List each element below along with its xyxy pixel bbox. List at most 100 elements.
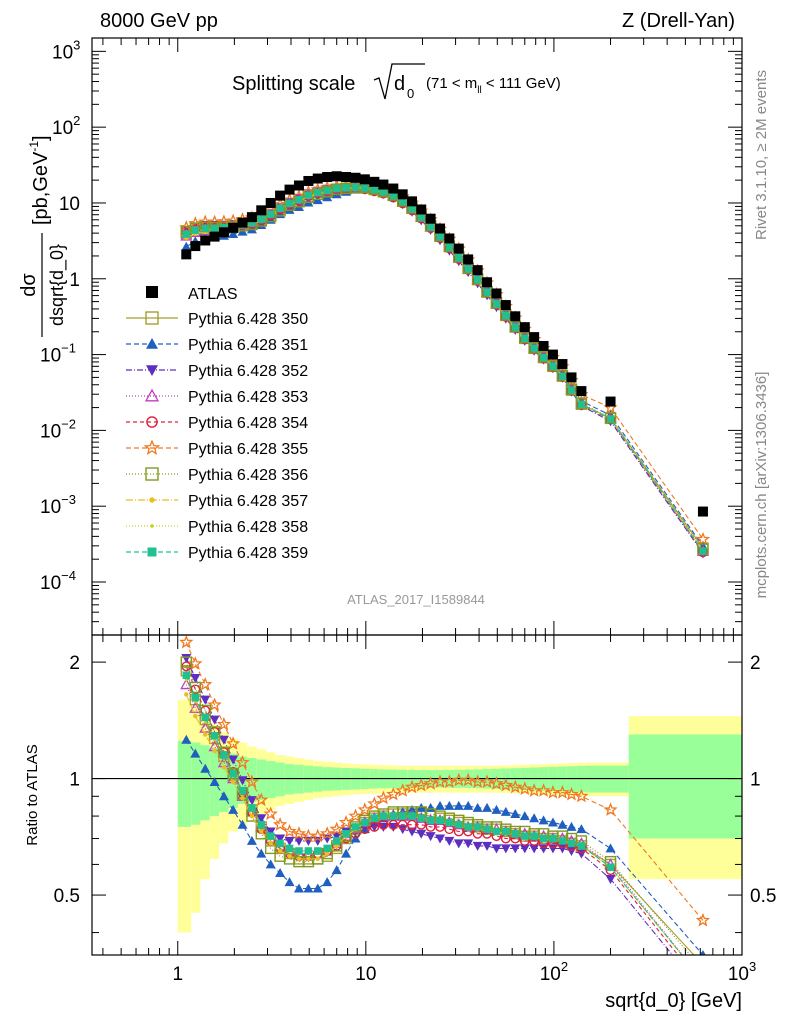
- legend-marker: [150, 524, 154, 528]
- ratio-series-point: [574, 788, 589, 803]
- ratio-series-point: [237, 819, 248, 829]
- ylabel-denominator: dsqrt{d_0}: [47, 244, 68, 326]
- ratio-series-point: [701, 979, 706, 984]
- main-y-tick-base: 10: [40, 497, 61, 518]
- atlas-data-point: [350, 172, 361, 183]
- main-series-point: [182, 230, 191, 238]
- ratio-series-point: [240, 795, 245, 801]
- ratio-series-point: [576, 824, 587, 834]
- main-series-point: [576, 399, 587, 410]
- ratio-series-point: [348, 808, 363, 823]
- atlas-data-point: [519, 322, 530, 333]
- ratio-series-point: [322, 877, 333, 887]
- ratio-series-point: [376, 790, 391, 805]
- ratio-series-point: [244, 774, 260, 789]
- ratio-series-point: [369, 821, 380, 832]
- main-series-point: [577, 400, 586, 409]
- ratio-series-point: [398, 812, 407, 820]
- main-y-tick-label: 10−1: [40, 341, 76, 367]
- plot-title-range: (71 < mll < 111 GeV): [426, 75, 561, 96]
- ratio-series-point: [282, 823, 297, 838]
- ratio-series-point: [331, 865, 342, 875]
- band-stat-bin: [177, 741, 192, 827]
- x-tick-base: 10: [540, 964, 561, 985]
- legend-label: Pythia 6.428 351: [188, 337, 308, 354]
- ratio-series-point: [332, 837, 341, 845]
- atlas-data-point: [293, 180, 304, 191]
- legend-label: Pythia 6.428 353: [188, 389, 308, 406]
- ratio-series-point: [557, 819, 568, 829]
- band-stat-bin: [191, 742, 201, 825]
- mcplots-label: mcplots.cern.ch [arXiv:1306.3436]: [753, 372, 770, 599]
- ratio-series-point: [218, 791, 229, 801]
- main-series-point: [276, 204, 284, 213]
- main-series-point: [201, 224, 209, 233]
- ratio-series-point: [435, 800, 446, 810]
- ratio-series-357: [184, 692, 706, 984]
- ratio-y-tick-label-left: 2: [69, 653, 80, 674]
- atlas-data-point: [510, 311, 521, 322]
- atlas-data-points: [181, 171, 708, 517]
- ratio-series-point: [388, 819, 399, 830]
- ratio-series-point: [698, 960, 708, 970]
- ratio-series-point: [603, 802, 618, 816]
- atlas-data-point: [472, 265, 483, 276]
- legend-marker: [146, 416, 158, 428]
- atlas-data-point: [218, 227, 229, 238]
- main-series-359: [182, 183, 707, 555]
- atlas-data-point: [491, 288, 502, 299]
- atlas-data-point: [341, 172, 352, 183]
- ratio-series-point: [295, 847, 303, 855]
- legend-label: Pythia 6.428 359: [188, 545, 308, 562]
- legend-marker: [145, 311, 159, 325]
- ratio-series-point: [464, 823, 472, 831]
- ylabel-unit-end: ]: [30, 135, 52, 141]
- atlas-data-point: [265, 197, 276, 208]
- ratio-series-point: [190, 748, 201, 758]
- atlas-data-point: [500, 300, 511, 311]
- ratio-series-point: [426, 816, 435, 825]
- legend-marker: [145, 467, 159, 481]
- ratio-series-point: [181, 661, 192, 672]
- ratio-series-point: [341, 848, 352, 858]
- plot-title-range-sub: ll: [477, 85, 481, 96]
- ratio-series-point: [417, 814, 425, 822]
- x-tick-label: 1: [172, 964, 183, 985]
- legend-label: Pythia 6.428 355: [188, 441, 308, 458]
- main-series-point: [351, 183, 360, 191]
- ratio-series-point: [489, 776, 504, 790]
- ratio-series-point: [699, 977, 707, 985]
- ratio-series-point: [287, 853, 292, 859]
- ratio-series-point: [425, 802, 436, 812]
- ratio-series-point: [235, 755, 250, 769]
- band-stat-bin: [266, 761, 276, 799]
- ratio-series-point: [549, 834, 557, 843]
- atlas-data-point: [322, 172, 333, 183]
- main-series-point: [575, 397, 588, 410]
- ratio-series-point: [357, 802, 372, 816]
- ratio-series-point: [201, 713, 209, 722]
- ratio-series-point: [529, 844, 540, 854]
- ratio-series-point: [265, 859, 276, 869]
- ratio-series-point: [179, 635, 194, 649]
- main-series-point: [539, 353, 548, 362]
- band-stat-bin: [247, 758, 257, 802]
- ratio-series-point: [404, 779, 420, 794]
- ratio-series-point: [605, 875, 616, 885]
- ratio-series-point: [442, 774, 457, 789]
- ratio-y-tick-labels: 0.5 0.5 1 1 2 2: [54, 653, 777, 907]
- ratio-series-point: [338, 815, 354, 829]
- ratio-series-point: [228, 755, 239, 765]
- ratio-series-point: [491, 844, 502, 854]
- ratio-series-point: [397, 819, 408, 830]
- ratio-series-point: [414, 777, 429, 792]
- legend-label: Pythia 6.428 354: [188, 415, 308, 432]
- ratio-series-point: [246, 835, 257, 845]
- atlas-data-point: [181, 249, 192, 260]
- atlas-data-point: [237, 217, 248, 228]
- atlas-data-point: [209, 231, 220, 242]
- ratio-series-point: [296, 856, 302, 862]
- ratio-series-point: [198, 677, 213, 691]
- ylabel-unit-sup: -1: [27, 141, 41, 152]
- ratio-series-point: [370, 814, 379, 822]
